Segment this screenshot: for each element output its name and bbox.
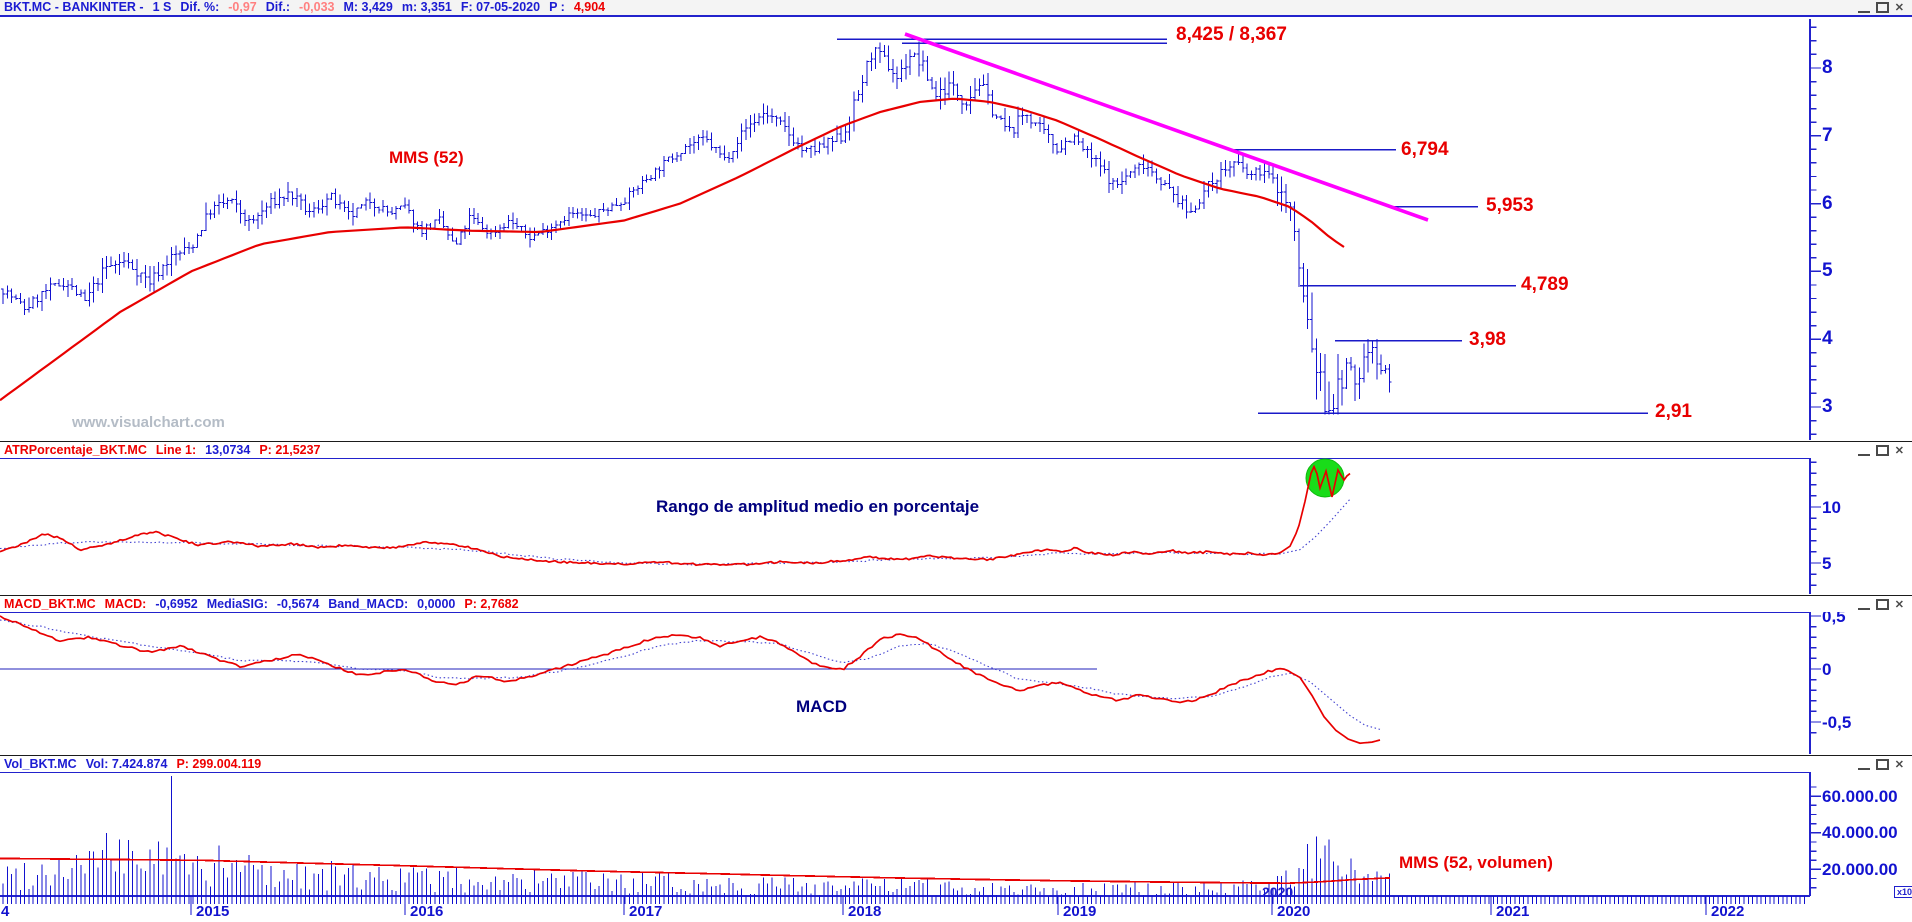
price-axis-label: 3 — [1822, 396, 1833, 417]
header-segment: -0,033 — [299, 0, 335, 14]
x-axis-year-label: 2020 — [1277, 903, 1311, 920]
minimize-button[interactable] — [1857, 445, 1870, 456]
level-label-5953[interactable]: 5,953 — [1486, 195, 1534, 216]
close-button[interactable]: ✕ — [1894, 759, 1904, 771]
trendline — [904, 32, 1429, 222]
macd-axis-label: 0 — [1822, 659, 1832, 679]
header-segment: P: 299.004.119 — [176, 757, 262, 771]
header-segment: Vol: 7.424.874 — [85, 757, 168, 771]
price-axis-label: 8 — [1822, 57, 1833, 78]
price-axis-label: 5 — [1822, 260, 1833, 282]
atr-panel-controls: ✕ — [1857, 445, 1904, 457]
header-segment: ATRPorcentaje_BKT.MC — [4, 443, 147, 457]
mms52-line — [0, 97, 1345, 402]
instrument-title: BKT.MC - BANKINTER - 1 S Dif. %: -0,97 Dif.:… — [0, 0, 614, 15]
volume-multiplier-badge: x10 — [1894, 886, 1912, 898]
header-segment: Vol_BKT.MC — [4, 757, 77, 771]
atr-header-text: ATRPorcentaje_BKT.MC Line 1: 13,0734 P: 21,… — [4, 443, 330, 457]
macd-axis-label: -0,5 — [1822, 712, 1852, 732]
header-segment: -0,6952 — [155, 597, 198, 611]
level-label-398[interactable]: 3,98 — [1469, 329, 1506, 350]
header-segment: 0,0000 — [417, 597, 456, 611]
header-segment: 13,0734 — [205, 443, 251, 457]
header-segment: P: 21,5237 — [259, 443, 321, 457]
header-segment: m: 3,351 — [401, 0, 452, 14]
maximize-button[interactable] — [1875, 445, 1889, 456]
macd-panel-controls: ✕ — [1857, 599, 1904, 611]
header-segment: 4,904 — [573, 0, 606, 14]
macd-annotation[interactable]: MACD — [796, 697, 847, 716]
close-button[interactable]: ✕ — [1894, 445, 1904, 457]
atr-annotation[interactable]: Rango de amplitud medio en porcentaje — [656, 497, 980, 516]
atr-axis-label: 5 — [1822, 553, 1832, 573]
minimize-button[interactable] — [1857, 599, 1870, 610]
header-segment: MediaSIG: — [206, 597, 268, 611]
x-axis-year-label: 2021 — [1496, 903, 1530, 920]
x-axis-year-label: 2016 — [410, 903, 444, 920]
header-segment: 1 S — [152, 0, 172, 14]
price-axis-label: 4 — [1822, 328, 1833, 350]
maximize-button[interactable] — [1875, 759, 1889, 770]
window-controls: ✕ — [1857, 2, 1904, 14]
header-segment: Dif.: — [265, 0, 291, 14]
minimize-button[interactable] — [1857, 759, 1870, 770]
volume-axis-label: 40.000.00 — [1822, 823, 1898, 843]
header-segment: M: 3,429 — [343, 0, 393, 14]
header-segment: P: 2,7682 — [464, 597, 519, 611]
x-axis-year-label: 2018 — [848, 903, 882, 920]
close-button[interactable]: ✕ — [1894, 2, 1904, 14]
level-label-291[interactable]: 2,91 — [1655, 401, 1692, 422]
x-axis-year-label-partial: 4 — [1, 903, 10, 920]
header-segment: Line 1: — [155, 443, 197, 457]
axis-ticks — [2, 26, 1821, 915]
atr-series — [0, 464, 1351, 567]
close-button[interactable]: ✕ — [1894, 599, 1904, 611]
x-axis-year-label: 2022 — [1711, 903, 1745, 920]
header-segment: Dif. %: — [180, 0, 220, 14]
atr-axis-label: 10 — [1822, 497, 1841, 517]
support-resistance-lines — [0, 38, 1648, 670]
header-segment: MACD_BKT.MC — [4, 597, 96, 611]
volume-panel-header: Vol_BKT.MC Vol: 7.424.874 P: 299.004.119 ✕ — [0, 755, 1912, 772]
header-segment: BKT.MC - BANKINTER - — [4, 0, 144, 14]
macd-panel-header: MACD_BKT.MC MACD: -0,6952 MediaSIG: -0,5674 B… — [0, 595, 1912, 612]
level-label-8425-8367[interactable]: 8,425 / 8,367 — [1176, 24, 1287, 45]
level-label-6794[interactable]: 6,794 — [1401, 139, 1449, 160]
volume-axis-label: 20.000.00 — [1822, 859, 1898, 879]
x-axis-year-label: 2015 — [196, 903, 230, 920]
header-segment: -0,5674 — [276, 597, 320, 611]
mms52-annotation[interactable]: MMS (52) — [389, 148, 464, 167]
header-segment: F: 07-05-2020 — [460, 0, 541, 14]
atr-panel-header: ATRPorcentaje_BKT.MC Line 1: 13,0734 P: 21,… — [0, 441, 1912, 458]
volume-series — [0, 776, 1391, 898]
maximize-button[interactable] — [1875, 2, 1889, 13]
panel-frames — [0, 19, 1811, 897]
volume-panel-controls: ✕ — [1857, 759, 1904, 771]
header-segment: P : — [549, 0, 565, 14]
header-segment: MACD: — [104, 597, 147, 611]
window-title-bar[interactable]: BKT.MC - BANKINTER - 1 S Dif. %: -0,97 Dif.:… — [0, 0, 1912, 17]
level-label-4789[interactable]: 4,789 — [1521, 274, 1569, 295]
macd-series — [0, 615, 1381, 745]
visualchart-watermark: www.visualchart.com — [72, 414, 225, 431]
header-segment: -0,97 — [228, 0, 257, 14]
price-axis-label: 6 — [1822, 192, 1833, 214]
minimize-button[interactable] — [1857, 2, 1870, 13]
header-segment: Band_MACD: — [328, 597, 409, 611]
price-bars-series — [1, 41, 1392, 415]
maximize-button[interactable] — [1875, 599, 1889, 610]
volume-header-text: Vol_BKT.MC Vol: 7.424.874 P: 299.004.119 — [4, 757, 270, 771]
x-axis-year-label: 2017 — [629, 903, 663, 920]
volume-mms-annotation[interactable]: MMS (52, volumen) — [1399, 853, 1553, 872]
volume-axis-label: 60.000.00 — [1822, 786, 1898, 806]
macd-header-text: MACD_BKT.MC MACD: -0,6952 MediaSIG: -0,5674 B… — [4, 597, 528, 611]
atr-highlight-circle — [1305, 458, 1345, 498]
x-axis-year-label: 2019 — [1063, 903, 1097, 920]
price-axis-label: 7 — [1822, 124, 1833, 146]
